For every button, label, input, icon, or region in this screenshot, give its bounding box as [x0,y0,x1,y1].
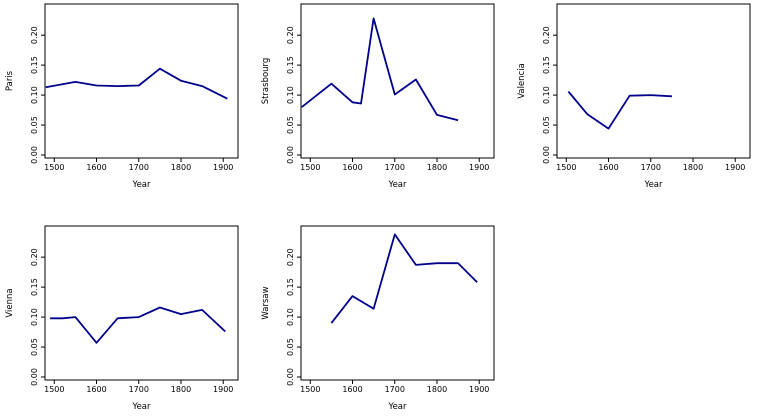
y-axis-label: Paris [5,70,15,91]
plot-box [300,3,495,159]
chart-paris: 1500 1600 1700 1800 1900 0.00 0.05 0.10 0.15 0.20… [0,0,256,198]
x-tick-label: 1900 [725,163,745,172]
y-tick-label: 0.00 [30,146,39,164]
x-tick-label: 1500 [300,385,320,394]
x-axis-label: Year [388,180,408,190]
x-tick-label: 1700 [129,163,149,172]
y-tick-label: 0.20 [30,248,39,266]
x-tick-label: 1900 [213,163,233,172]
y-tick-label: 0.15 [30,278,39,296]
y-tick-label: 0.00 [286,146,295,164]
plot-svg: 1500 1600 1700 1800 1900 0.00 0.05 0.10 0.15 0.20… [517,3,751,190]
x-tick-label: 1800 [683,163,703,172]
y-tick-label: 0.05 [542,116,551,134]
y-tick-label: 0.05 [30,338,39,356]
x-tick-label: 1600 [342,163,362,172]
data-line [330,233,478,324]
y-tick-label: 0.10 [286,308,295,326]
x-tick-label: 1500 [44,163,64,172]
x-tick-label: 1500 [556,163,576,172]
y-axis-label: Strasbourg [261,58,271,105]
data-line [567,90,672,130]
x-tick-label: 1800 [171,385,191,394]
data-line [45,67,228,100]
y-axis-label: Valencia [517,63,527,99]
y-tick-label: 0.20 [542,26,551,44]
y-tick-label: 0.10 [30,86,39,104]
y-tick-label: 0.15 [30,56,39,74]
y-tick-label: 0.05 [286,338,295,356]
chart-vienna: 1500 1600 1700 1800 1900 0.00 0.05 0.10 0.15 0.20… [0,222,256,420]
plot-box [556,3,751,159]
y-tick-label: 0.00 [542,146,551,164]
plot-box [300,225,495,381]
y-tick-label: 0.10 [286,86,295,104]
y-tick-label: 0.10 [542,86,551,104]
y-axis-label: Warsaw [261,286,271,319]
plot-box [44,3,239,159]
y-tick-label: 0.15 [542,56,551,74]
chart-warsaw: 1500 1600 1700 1800 1900 0.00 0.05 0.10 0.15 0.20… [256,222,512,420]
x-axis-label: Year [132,180,152,190]
x-axis-label: Year [644,180,664,190]
x-tick-label: 1800 [427,385,447,394]
x-tick-label: 1500 [44,385,64,394]
x-axis-label: Year [388,402,408,412]
y-tick-label: 0.05 [286,116,295,134]
y-tick-label: 0.00 [286,368,295,386]
x-axis-label: Year [132,402,152,412]
x-tick-label: 1800 [171,163,191,172]
x-tick-label: 1500 [300,163,320,172]
y-axis-label: Vienna [5,288,15,317]
x-tick-label: 1900 [469,385,489,394]
y-tick-label: 0.20 [286,26,295,44]
chart-strasbourg: 1500 1600 1700 1800 1900 0.00 0.05 0.10 0.15 0.20… [256,0,512,198]
x-tick-label: 1700 [385,163,405,172]
plot-box [44,225,239,381]
x-tick-label: 1700 [641,163,661,172]
x-tick-label: 1600 [598,163,618,172]
x-tick-label: 1600 [342,385,362,394]
y-tick-label: 0.20 [286,248,295,266]
plot-svg: 1500 1600 1700 1800 1900 0.00 0.05 0.10 0.15 0.20… [5,225,239,412]
x-tick-label: 1900 [213,385,233,394]
x-tick-label: 1700 [129,385,149,394]
x-tick-label: 1800 [427,163,447,172]
y-tick-label: 0.15 [286,278,295,296]
data-line [301,17,459,122]
x-tick-label: 1700 [385,385,405,394]
x-tick-label: 1600 [86,385,106,394]
y-tick-label: 0.05 [30,116,39,134]
x-tick-label: 1900 [469,163,489,172]
plot-svg: 1500 1600 1700 1800 1900 0.00 0.05 0.10 0.15 0.20… [261,3,495,190]
y-tick-label: 0.15 [286,56,295,74]
plot-svg: 1500 1600 1700 1800 1900 0.00 0.05 0.10 0.15 0.20… [5,3,239,190]
plot-svg: 1500 1600 1700 1800 1900 0.00 0.05 0.10 0.15 0.20… [261,225,495,412]
y-tick-label: 0.00 [30,368,39,386]
data-line [50,306,226,344]
y-tick-label: 0.20 [30,26,39,44]
x-tick-label: 1600 [86,163,106,172]
chart-valencia: 1500 1600 1700 1800 1900 0.00 0.05 0.10 0.15 0.20… [512,0,768,198]
y-tick-label: 0.10 [30,308,39,326]
